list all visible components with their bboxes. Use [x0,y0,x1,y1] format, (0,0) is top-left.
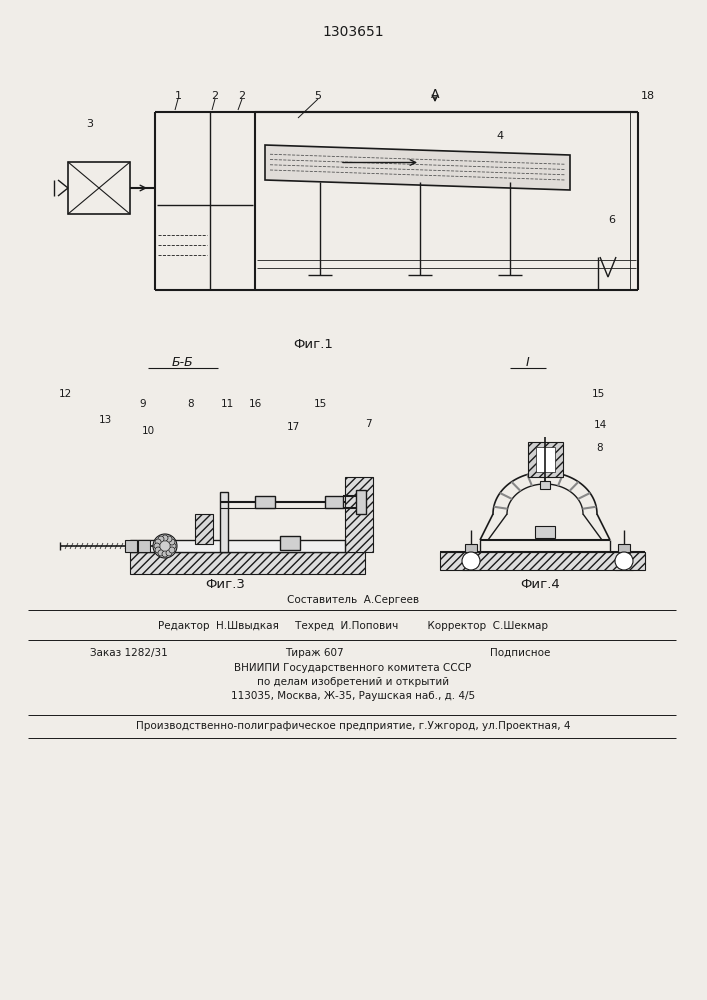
Text: Редактор  Н.Швыдкая     Техред  И.Попович         Корректор  С.Шекмар: Редактор Н.Швыдкая Техред И.Попович Корр… [158,621,548,631]
Circle shape [155,547,161,553]
Bar [68,162,130,214]
Bar [465,544,477,552]
Circle shape [615,552,633,570]
Text: 113035, Москва, Ж-35, Раушская наб., д. 4/5: 113035, Москва, Ж-35, Раушская наб., д. … [231,691,475,701]
Bar [125,540,137,552]
Text: Фиг.3: Фиг.3 [205,578,245,591]
Text: 8: 8 [187,399,194,409]
Bar [325,496,343,508]
Text: 9: 9 [140,399,146,409]
Bar [280,536,300,550]
Text: Б-Б: Б-Б [172,356,194,368]
Bar [220,492,228,552]
Text: 7: 7 [365,419,371,429]
Circle shape [462,552,480,570]
Circle shape [162,551,168,557]
Circle shape [153,534,177,558]
Circle shape [162,535,168,541]
Circle shape [158,536,164,542]
Text: 15: 15 [313,399,327,409]
Text: Производственно-полиграфическое предприятие, г.Ужгород, ул.Проектная, 4: Производственно-полиграфическое предприя… [136,721,571,731]
Circle shape [166,536,172,542]
Text: 6: 6 [609,215,616,225]
Circle shape [154,543,160,549]
Text: 8: 8 [597,443,603,453]
Text: 5: 5 [315,91,322,101]
Bar [535,526,555,538]
Bar [138,540,150,552]
Text: Составитель  А.Сергеев: Составитель А.Сергеев [287,595,419,605]
Bar [540,481,550,489]
Text: 1: 1 [175,91,182,101]
Text: Заказ 1282/31: Заказ 1282/31 [90,648,168,658]
Bar [130,552,365,574]
Bar [618,544,630,552]
Text: Фиг.4: Фиг.4 [520,578,560,591]
Text: 14: 14 [593,420,607,430]
Circle shape [169,547,175,553]
Bar [536,447,555,472]
Text: 12: 12 [59,389,71,399]
Text: Фиг.1: Фиг.1 [293,338,333,352]
Text: 10: 10 [141,426,155,436]
Circle shape [169,539,175,545]
Text: 13: 13 [98,415,112,425]
Bar [440,552,645,570]
Bar [528,442,563,477]
Bar [195,514,213,544]
Polygon shape [265,145,570,190]
Text: A: A [431,88,439,101]
Text: 17: 17 [286,422,300,432]
Text: I: I [526,356,530,368]
Circle shape [158,550,164,556]
Text: 1303651: 1303651 [322,25,384,39]
Text: 16: 16 [248,399,262,409]
Circle shape [166,550,172,556]
Text: 11: 11 [221,399,233,409]
Bar [356,490,366,514]
Text: Тираж 607: Тираж 607 [285,648,344,658]
Text: 18: 18 [641,91,655,101]
Text: 4: 4 [496,131,503,141]
Text: ВНИИПИ Государственного комитета СССР: ВНИИПИ Государственного комитета СССР [235,663,472,673]
Text: по делам изобретений и открытий: по делам изобретений и открытий [257,677,449,687]
Text: 2: 2 [238,91,245,101]
Bar [130,540,345,552]
Text: 15: 15 [591,389,604,399]
Text: Подписное: Подписное [490,648,550,658]
Circle shape [155,539,161,545]
Bar [255,496,275,508]
Circle shape [170,543,176,549]
Text: 3: 3 [86,119,93,129]
Bar [345,477,373,552]
Text: 2: 2 [211,91,218,101]
